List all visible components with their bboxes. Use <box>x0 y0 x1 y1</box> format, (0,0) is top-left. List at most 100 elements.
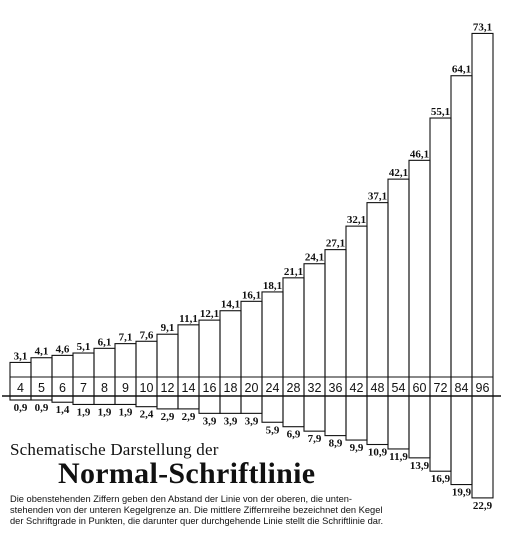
size-label: 96 <box>476 381 490 395</box>
below-label: 11,9 <box>389 451 408 463</box>
below-label: 5,9 <box>266 424 280 436</box>
above-label: 32,1 <box>347 214 366 226</box>
description-line: stehenden von der unteren Kegelgrenze an… <box>10 505 383 515</box>
column-60 <box>408 159 431 459</box>
column-outline <box>324 249 347 437</box>
column-28 <box>282 277 305 428</box>
below-label: 1,9 <box>98 406 112 418</box>
column-outline <box>471 32 494 499</box>
below-label: 3,9 <box>203 415 217 427</box>
column-outline <box>429 117 452 472</box>
column-42 <box>345 225 368 441</box>
column-96 <box>471 32 494 499</box>
column-84 <box>450 75 473 486</box>
below-label: 13,9 <box>410 460 430 472</box>
column-outline <box>282 277 305 428</box>
below-label: 1,9 <box>119 406 133 418</box>
column-18 <box>219 310 242 414</box>
size-label: 20 <box>245 381 259 395</box>
description-line: Die obenstehenden Ziffern geben den Abst… <box>10 494 353 504</box>
above-label: 46,1 <box>410 148 429 160</box>
size-label: 48 <box>371 381 385 395</box>
column-10 <box>135 340 158 408</box>
below-label: 3,9 <box>224 415 238 427</box>
size-label: 18 <box>224 381 238 395</box>
size-label: 7 <box>80 381 87 395</box>
above-label: 18,1 <box>263 280 282 292</box>
above-label: 4,6 <box>56 343 70 355</box>
column-outline <box>450 75 473 486</box>
above-label: 7,1 <box>119 332 133 344</box>
column-outline <box>366 202 389 446</box>
column-outline <box>156 333 179 410</box>
column-outline <box>198 319 221 414</box>
title-large: Normal-Schriftlinie <box>58 457 316 490</box>
size-label: 8 <box>101 381 108 395</box>
below-label: 2,9 <box>182 411 196 423</box>
below-label: 8,9 <box>329 438 343 450</box>
column-32 <box>303 263 326 432</box>
column-outline <box>303 263 326 432</box>
below-label: 2,9 <box>161 411 175 423</box>
size-label: 32 <box>308 381 322 395</box>
description: Die obenstehenden Ziffern geben den Abst… <box>10 494 465 527</box>
column-outline <box>408 159 431 459</box>
below-label: 1,4 <box>56 404 70 416</box>
below-label: 10,9 <box>368 447 388 459</box>
column-12 <box>156 333 179 410</box>
above-label: 9,1 <box>161 322 175 334</box>
above-label: 73,1 <box>473 21 492 33</box>
size-label: 60 <box>413 381 427 395</box>
above-label: 37,1 <box>368 191 387 203</box>
below-label: 1,9 <box>77 406 91 418</box>
above-label: 4,1 <box>35 346 49 358</box>
column-54 <box>387 178 410 450</box>
above-label: 27,1 <box>326 238 345 250</box>
below-label: 16,9 <box>431 473 451 485</box>
below-label: 3,9 <box>245 415 259 427</box>
size-label: 24 <box>266 381 280 395</box>
above-label: 21,1 <box>284 266 303 278</box>
size-label: 36 <box>329 381 343 395</box>
size-label: 5 <box>38 381 45 395</box>
column-outline <box>261 291 284 423</box>
above-label: 24,1 <box>305 252 324 264</box>
column-outline <box>345 225 368 441</box>
column-outline <box>135 340 158 408</box>
column-48 <box>366 202 389 446</box>
below-label: 19,9 <box>452 487 472 499</box>
title-small: Schematische Darstellung der <box>10 440 219 459</box>
description-line: der Schriftgrade in Punkten, die darunte… <box>10 516 384 526</box>
size-label: 9 <box>122 381 129 395</box>
above-label: 6,1 <box>98 336 112 348</box>
size-label: 6 <box>59 381 66 395</box>
below-label: 0,9 <box>35 402 49 414</box>
above-label: 12,1 <box>200 308 219 320</box>
above-label: 55,1 <box>431 106 450 118</box>
size-label: 12 <box>161 381 175 395</box>
size-label: 72 <box>434 381 448 395</box>
size-label: 84 <box>455 381 469 395</box>
above-label: 11,1 <box>179 313 198 325</box>
column-72 <box>429 117 452 472</box>
size-label: 54 <box>392 381 406 395</box>
above-label: 7,6 <box>140 329 154 341</box>
above-label: 64,1 <box>452 64 471 76</box>
below-label: 2,4 <box>140 409 154 421</box>
below-label: 6,9 <box>287 429 301 441</box>
column-36 <box>324 249 347 437</box>
above-label: 16,1 <box>242 289 261 301</box>
above-label: 42,1 <box>389 167 408 179</box>
column-24 <box>261 291 284 423</box>
size-label: 14 <box>182 381 196 395</box>
size-label: 28 <box>287 381 301 395</box>
column-outline <box>219 310 242 414</box>
above-label: 5,1 <box>77 341 91 353</box>
size-label: 10 <box>140 381 154 395</box>
size-label: 16 <box>203 381 217 395</box>
size-label: 4 <box>17 381 24 395</box>
size-label: 42 <box>350 381 364 395</box>
below-label: 22,9 <box>473 500 493 512</box>
above-label: 14,1 <box>221 299 240 311</box>
